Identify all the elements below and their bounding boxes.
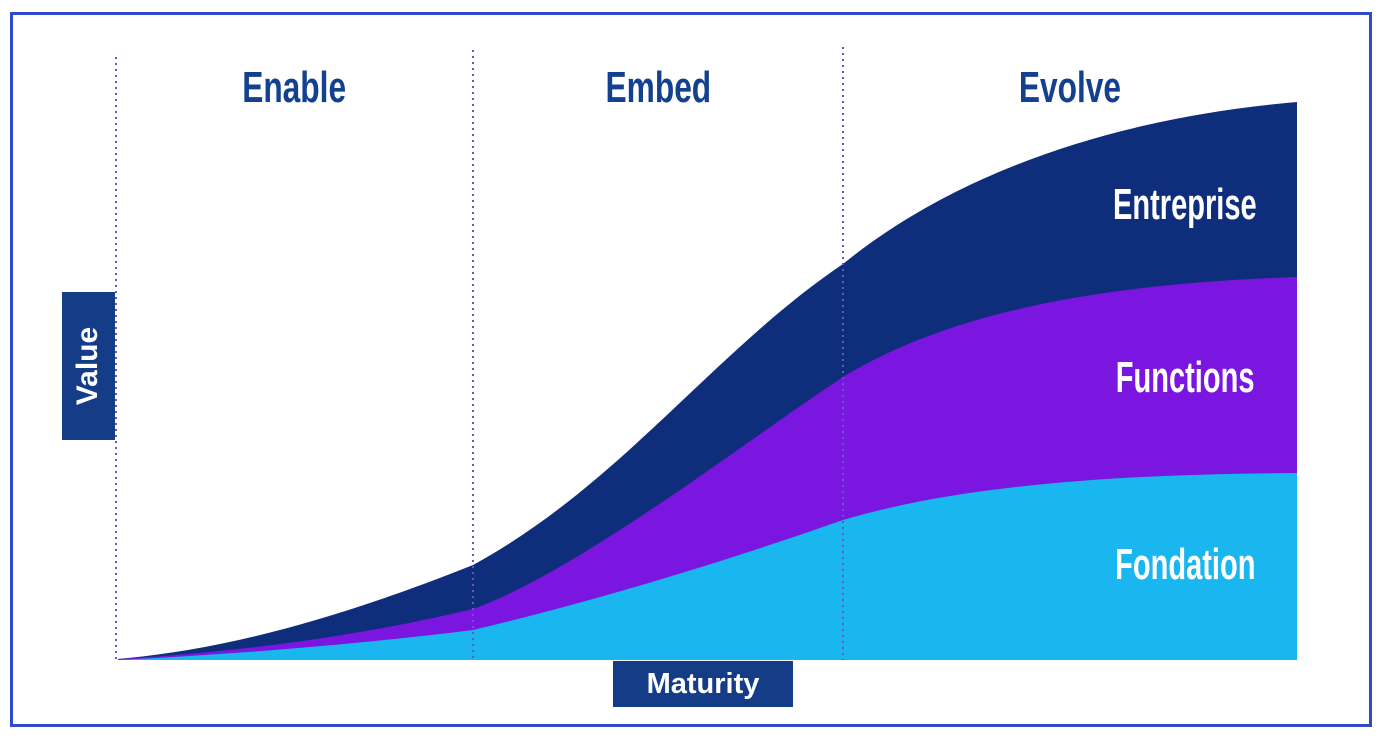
layer-label-functions: Functions [1075, 353, 1295, 402]
layer-label-entreprise-text: Entreprise [1113, 180, 1257, 229]
phase-divider-right [842, 47, 844, 660]
phase-title-embed-text: Embed [605, 63, 711, 112]
fondation-area-path [118, 473, 1297, 660]
layer-label-fondation-text: Fondation [1114, 540, 1256, 589]
phase-title-evolve: Evolve [843, 62, 1297, 114]
phase-divider-left [115, 57, 117, 660]
layer-label-functions-text: Functions [1115, 353, 1255, 402]
layer-label-entreprise: Entreprise [1075, 180, 1295, 229]
y-axis-label-box: Value [62, 292, 115, 440]
layer-label-fondation: Fondation [1075, 540, 1295, 589]
phase-title-enable: Enable [116, 62, 473, 114]
phase-divider-middle [472, 50, 474, 660]
x-axis-label-text: Maturity [646, 667, 760, 700]
x-axis-label-box: Maturity [613, 661, 793, 707]
phase-title-evolve-text: Evolve [1018, 63, 1122, 112]
phase-title-embed: Embed [473, 62, 843, 114]
y-axis-label-text: Value [71, 326, 105, 406]
phase-title-enable-text: Enable [242, 63, 347, 112]
